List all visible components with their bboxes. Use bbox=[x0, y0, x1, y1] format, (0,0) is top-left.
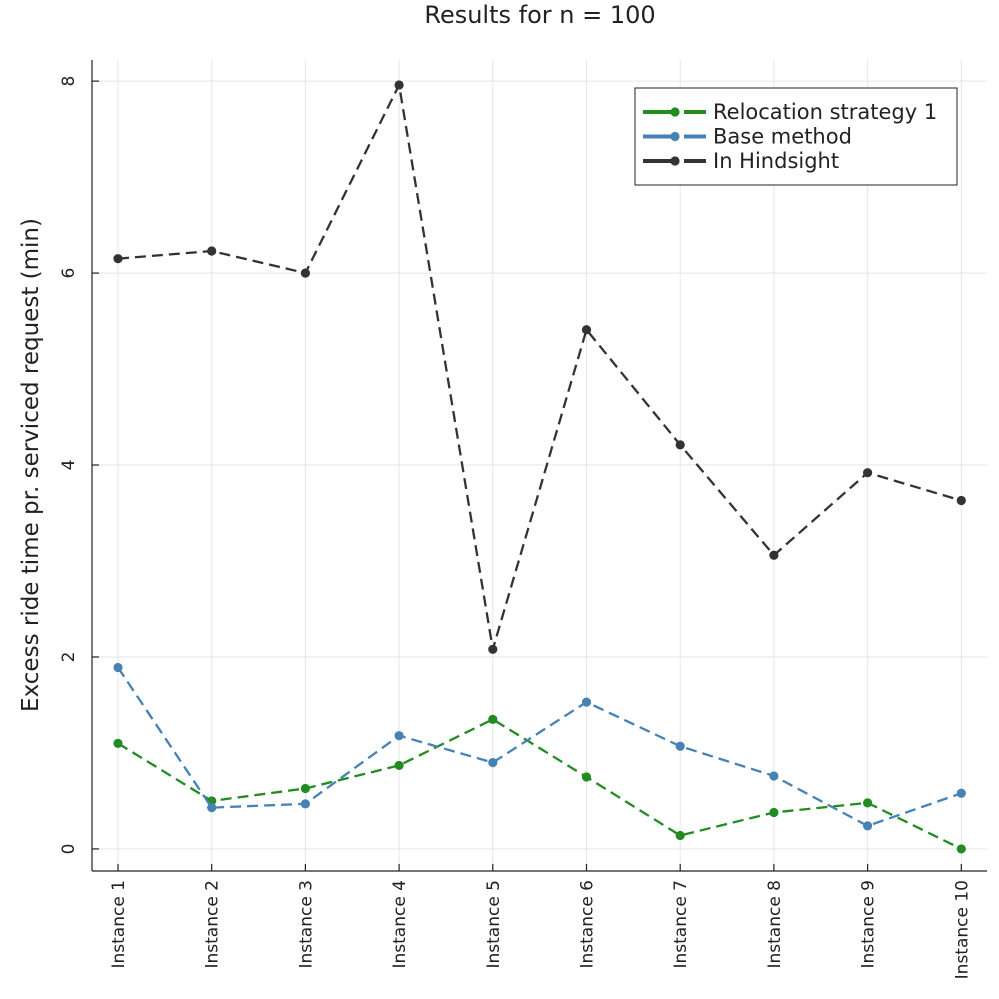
y-tick-label: 4 bbox=[59, 460, 79, 471]
y-tick-label: 6 bbox=[59, 268, 79, 279]
data-point bbox=[488, 644, 498, 654]
legend-marker bbox=[670, 131, 680, 142]
data-point bbox=[207, 803, 217, 813]
data-point bbox=[300, 783, 310, 794]
data-point bbox=[394, 760, 404, 771]
data-point bbox=[863, 821, 873, 831]
data-point bbox=[207, 246, 217, 256]
series-relocation-strategy-1 bbox=[113, 714, 966, 854]
data-point bbox=[956, 844, 966, 854]
data-point bbox=[956, 788, 966, 798]
data-point bbox=[863, 468, 873, 478]
data-point bbox=[394, 80, 404, 90]
data-point bbox=[769, 550, 779, 560]
series-line bbox=[117, 83, 962, 651]
data-point bbox=[300, 799, 310, 809]
y-tick-label: 0 bbox=[59, 844, 79, 855]
data-point bbox=[956, 495, 966, 506]
data-point bbox=[394, 731, 404, 741]
data-point bbox=[769, 771, 779, 781]
x-tick-label: Instance 10 bbox=[952, 880, 972, 979]
legend-label: Relocation strategy 1 bbox=[713, 100, 937, 124]
y-axis-label: Excess ride time pr. serviced request (m… bbox=[18, 218, 44, 712]
x-tick-label: Instance 6 bbox=[578, 880, 598, 969]
data-point bbox=[675, 830, 685, 841]
legend-label: Base method bbox=[713, 125, 852, 149]
x-tick-label: Instance 9 bbox=[859, 880, 879, 969]
legend-marker bbox=[670, 156, 680, 166]
grid-layer bbox=[92, 60, 987, 871]
x-tick-label: Instance 3 bbox=[296, 880, 316, 969]
x-tick-label: Instance 8 bbox=[765, 880, 785, 969]
data-point bbox=[675, 440, 685, 450]
data-point bbox=[769, 807, 779, 818]
data-point bbox=[581, 325, 592, 335]
x-tick-label: Instance 7 bbox=[671, 880, 691, 969]
legend-label: In Hindsight bbox=[713, 149, 839, 173]
x-tick-label: Instance 2 bbox=[203, 880, 223, 969]
data-point bbox=[863, 798, 873, 808]
data-point bbox=[488, 757, 498, 768]
series-line bbox=[117, 718, 962, 850]
y-tick-label: 8 bbox=[59, 76, 79, 87]
series-layer bbox=[113, 80, 966, 854]
data-point bbox=[581, 697, 592, 707]
x-tick-label: Instance 1 bbox=[109, 880, 129, 969]
tick-labels: 0 2 4 6 8 Instance 1 Instance 2 Instance 3 Insta… bbox=[59, 76, 972, 980]
series-in-hindsight bbox=[113, 80, 966, 654]
data-point bbox=[113, 662, 123, 673]
data-point bbox=[488, 714, 498, 724]
series-line bbox=[117, 666, 962, 828]
data-point bbox=[581, 772, 592, 782]
data-point bbox=[113, 738, 123, 748]
chart-title: Results for n = 100 bbox=[424, 1, 655, 29]
series-base-method bbox=[113, 662, 966, 831]
data-point bbox=[300, 268, 310, 278]
legend-marker bbox=[670, 107, 680, 117]
x-tick-label: Instance 4 bbox=[390, 880, 410, 969]
data-point bbox=[675, 741, 685, 751]
y-tick-label: 2 bbox=[59, 652, 79, 663]
data-point bbox=[113, 254, 123, 264]
x-tick-label: Instance 5 bbox=[484, 880, 504, 969]
